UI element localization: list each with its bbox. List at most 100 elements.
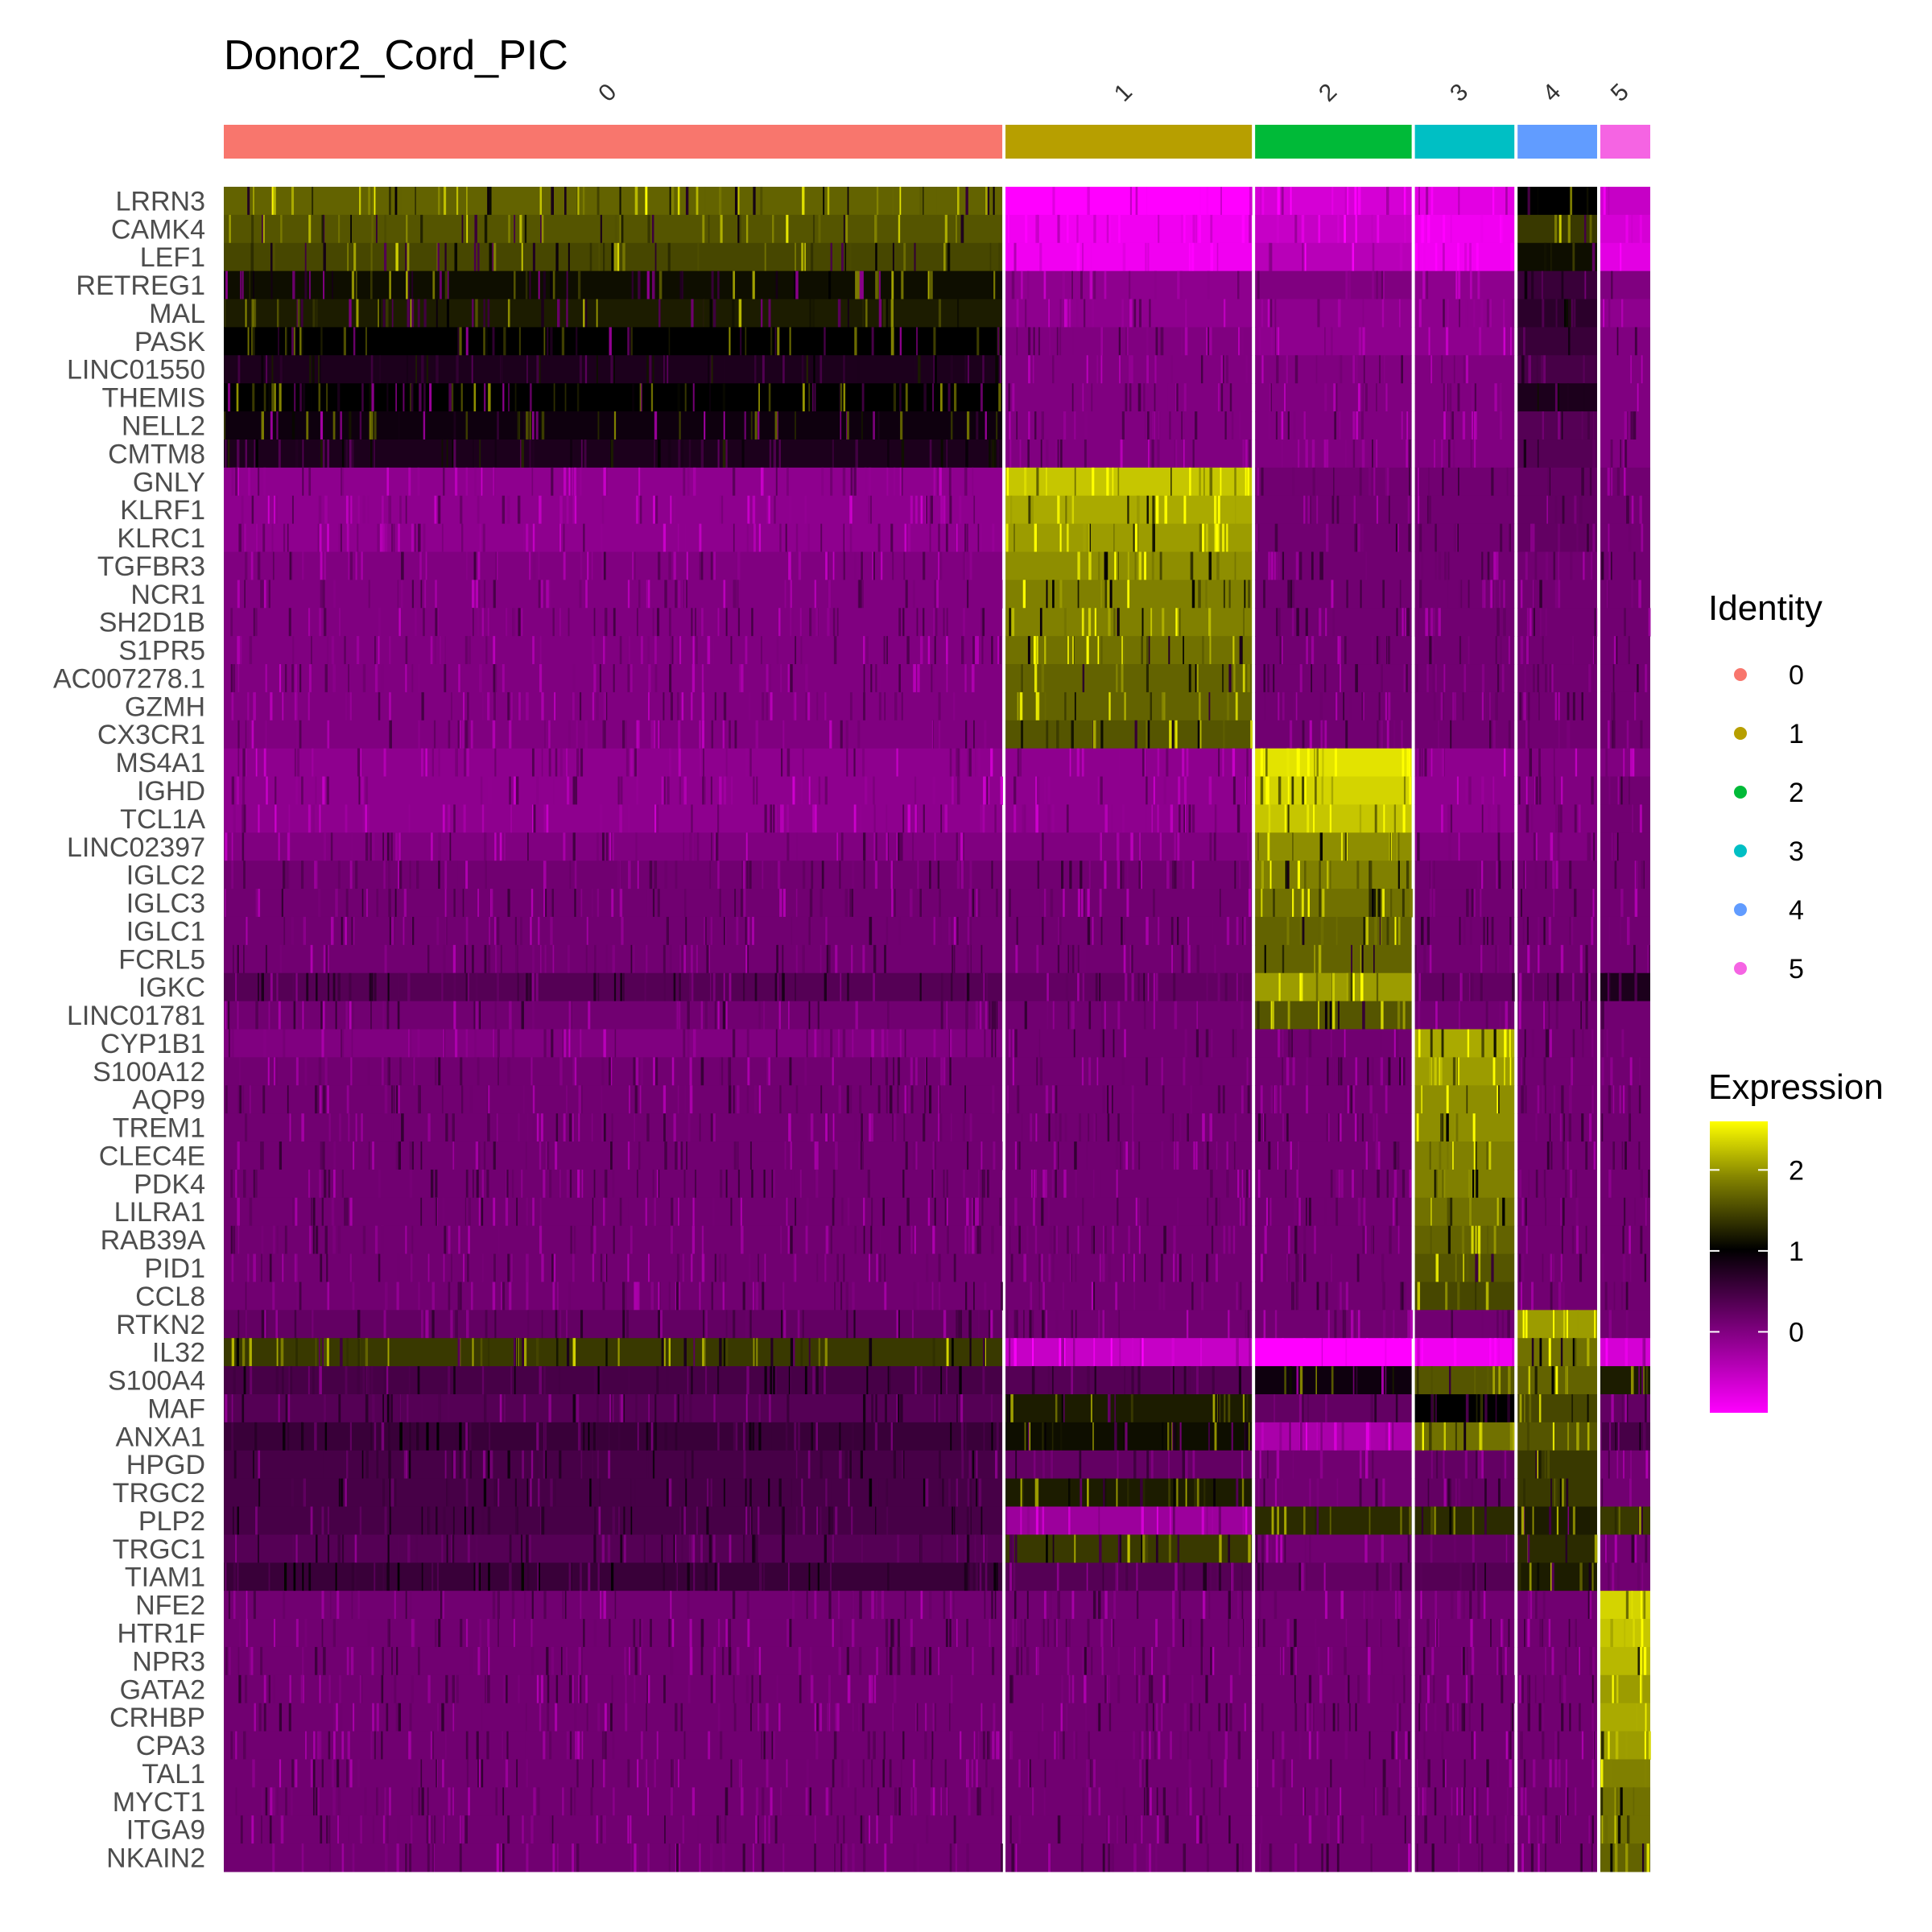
cell-stripe	[613, 664, 615, 693]
cell-stripe	[1311, 636, 1315, 665]
cell-stripe	[1183, 439, 1185, 469]
cell-stripe	[1041, 832, 1044, 861]
cell-stripe	[1475, 1225, 1477, 1255]
cell-stripe	[1331, 972, 1335, 1002]
cell-stripe	[899, 187, 902, 216]
heatmap-cell	[1255, 214, 1412, 244]
cell-stripe	[794, 242, 797, 272]
cell-stripe	[813, 383, 815, 412]
cell-stripe	[1406, 1338, 1408, 1367]
cell-stripe	[1363, 691, 1364, 721]
cell-stripe	[559, 1169, 561, 1199]
cell-stripe	[693, 1338, 696, 1367]
cell-stripe	[764, 1366, 767, 1395]
cell-stripe	[320, 1001, 323, 1030]
cell-stripe	[1199, 720, 1202, 749]
cell-stripe	[1543, 1169, 1546, 1199]
cell-stripe	[1347, 187, 1349, 216]
cell-stripe	[465, 972, 469, 1002]
cell-stripe	[1581, 1113, 1584, 1142]
cell-stripe	[699, 523, 702, 552]
cell-stripe	[361, 776, 364, 805]
cell-stripe	[456, 355, 459, 384]
cell-stripe	[1009, 889, 1011, 918]
cell-stripe	[1350, 1310, 1354, 1339]
cell-stripe	[464, 944, 466, 974]
cell-stripe	[1433, 889, 1435, 918]
cell-stripe	[1464, 242, 1468, 272]
cell-stripe	[1146, 664, 1149, 693]
cell-stripe	[1418, 467, 1419, 497]
cell-stripe	[1247, 1169, 1250, 1199]
cell-stripe	[860, 804, 862, 833]
cell-stripe	[299, 327, 302, 356]
cell-stripe	[1120, 1141, 1121, 1170]
cell-stripe	[876, 1253, 878, 1282]
cell-stripe	[514, 214, 516, 244]
cell-stripe	[1170, 916, 1174, 946]
cell-stripe	[483, 1141, 486, 1170]
cell-stripe	[399, 495, 402, 525]
cell-stripe	[1469, 270, 1472, 300]
cell-stripe	[1176, 383, 1179, 412]
cell-stripe	[972, 889, 975, 918]
cell-stripe	[1104, 1225, 1107, 1255]
cell-stripe	[1447, 1197, 1451, 1227]
cell-stripe	[709, 861, 712, 890]
cell-stripe	[426, 355, 429, 384]
cell-stripe	[568, 944, 570, 974]
cell-stripe	[1206, 187, 1209, 216]
cell-stripe	[656, 1169, 658, 1199]
cell-stripe	[795, 270, 799, 300]
cell-stripe	[915, 1141, 918, 1170]
cell-stripe	[285, 1225, 287, 1255]
cell-stripe	[1236, 916, 1239, 946]
cell-stripe	[1533, 664, 1535, 693]
cell-stripe	[1571, 916, 1574, 946]
cell-stripe	[714, 832, 716, 861]
cell-stripe	[1286, 748, 1290, 778]
cell-stripe	[1466, 889, 1469, 918]
cell-stripe	[1391, 523, 1393, 552]
cell-stripe	[684, 1085, 687, 1114]
cell-stripe	[929, 861, 931, 890]
cell-stripe	[580, 1310, 584, 1339]
cell-stripe	[861, 1141, 864, 1170]
cell-stripe	[448, 832, 452, 861]
cell-stripe	[415, 355, 417, 384]
cell-stripe	[1372, 242, 1375, 272]
cell-stripe	[732, 1029, 736, 1058]
cell-stripe	[1392, 1366, 1394, 1395]
cell-stripe	[1535, 1169, 1538, 1199]
cell-stripe	[1282, 1057, 1284, 1086]
cell-stripe	[1296, 1366, 1299, 1395]
cell-stripe	[791, 608, 795, 637]
cell-stripe	[427, 1253, 430, 1282]
cell-stripe	[1335, 916, 1338, 946]
cell-stripe	[862, 748, 865, 778]
cell-stripe	[957, 187, 960, 216]
cell-stripe	[395, 832, 398, 861]
cell-stripe	[683, 1141, 687, 1170]
cell-stripe	[295, 664, 298, 693]
cell-stripe	[1643, 861, 1645, 890]
cell-stripe	[526, 523, 529, 552]
cell-stripe	[1395, 1029, 1399, 1058]
cell-stripe	[969, 551, 972, 580]
cell-stripe	[695, 1169, 697, 1199]
cell-stripe	[973, 720, 975, 749]
cell-stripe	[407, 242, 410, 272]
cell-stripe	[1528, 720, 1530, 749]
cell-stripe	[768, 299, 771, 328]
cell-stripe	[245, 439, 248, 469]
cell-stripe	[1047, 804, 1051, 833]
cell-stripe	[784, 580, 786, 609]
cell-stripe	[958, 748, 960, 778]
cell-stripe	[1331, 580, 1334, 609]
cell-stripe	[736, 1141, 739, 1170]
cell-stripe	[513, 776, 516, 805]
cell-stripe	[938, 551, 940, 580]
cell-stripe	[845, 214, 848, 244]
cell-stripe	[1263, 1253, 1266, 1282]
cell-stripe	[1203, 1141, 1205, 1170]
